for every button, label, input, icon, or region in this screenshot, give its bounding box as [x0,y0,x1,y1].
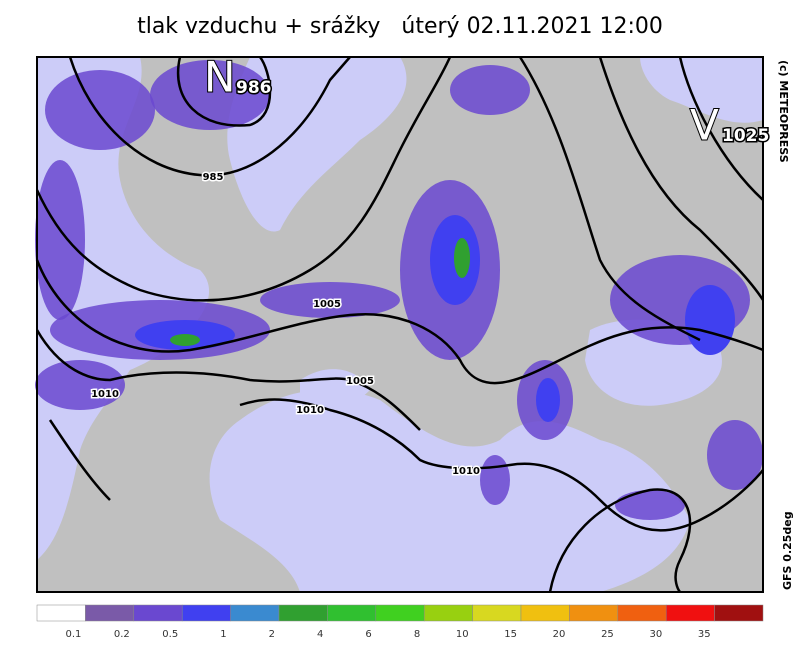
legend-label: 0.1 [65,629,81,640]
isobar [35,329,421,431]
credit: (c) METEOPRESS [777,60,790,163]
precipitation [480,455,510,505]
isobar-label: 1010 [452,466,480,477]
isobar-label: 985 [203,172,224,183]
legend-swatch [423,604,473,622]
precipitation [150,60,270,130]
precipitation [170,334,200,346]
isobar [678,56,764,201]
legend-swatch [617,604,667,622]
legend-label: 1 [220,629,226,640]
map-title: tlak vzduchu + srážky úterý 02.11.2021 1… [137,14,663,39]
precipitation [707,420,763,490]
legend-label: 35 [698,629,711,640]
isobar [598,56,765,301]
pressure-center-letter: N [204,53,235,102]
legend-label: 30 [649,629,662,640]
isobar [68,56,351,177]
north-east [640,57,763,123]
precipitation [450,65,530,115]
isobar-label: 1010 [296,405,324,416]
pressure-center-value: 986 [236,78,272,98]
legend-swatch [714,604,764,622]
precipitation [454,238,470,278]
legend-swatch [36,604,86,622]
isobar [518,56,701,342]
legend-label: 2 [269,629,275,640]
isobar [176,56,272,127]
isobar-label: 1010 [91,389,119,400]
legend-label: 10 [456,629,469,640]
legend-swatch [278,604,328,622]
legend-label: 0.2 [114,629,130,640]
precipitation [35,160,85,320]
precipitation [35,360,125,410]
legend-swatch [375,604,425,622]
legend-label: 0.5 [162,629,178,640]
legend-swatch [472,604,522,622]
map-overlay: N 986 V 1025 985 1005 1005 1010 1010 1010 [90,52,771,479]
isobar [48,398,764,532]
isobar [35,56,452,302]
legend-swatch [569,604,619,622]
pressure-center-value: 1025 [722,126,769,146]
legend-label: 25 [601,629,614,640]
legend-label: 20 [553,629,566,640]
legend-swatch [520,604,570,622]
legend-swatch [327,604,377,622]
legend-label: 15 [504,629,517,640]
map-frame [36,56,764,593]
legend-swatch [133,604,183,622]
pressure-center-letter: V [690,101,719,150]
legend: 0.1 0.2 0.5 1 2 4 6 8 10 15 20 25 30 35 [36,604,764,640]
precipitation [685,285,735,355]
isobar-label: 1005 [313,299,341,310]
model-label: GFS 0.25deg [781,511,794,590]
precipitation [536,378,560,422]
isobar [548,488,692,593]
precipitation [260,282,400,318]
map [35,56,765,593]
legend-swatch [230,604,280,622]
north-sea [227,57,407,232]
isobar [35,259,764,385]
legend-swatch [85,604,135,622]
legend-swatch [665,604,715,622]
precipitation [615,490,685,520]
legend-label: 8 [414,629,420,640]
legend-label: 4 [317,629,323,640]
isobar-label: 1005 [346,376,374,387]
legend-label: 6 [365,629,371,640]
legend-swatch [181,604,231,622]
precipitation [45,70,155,150]
